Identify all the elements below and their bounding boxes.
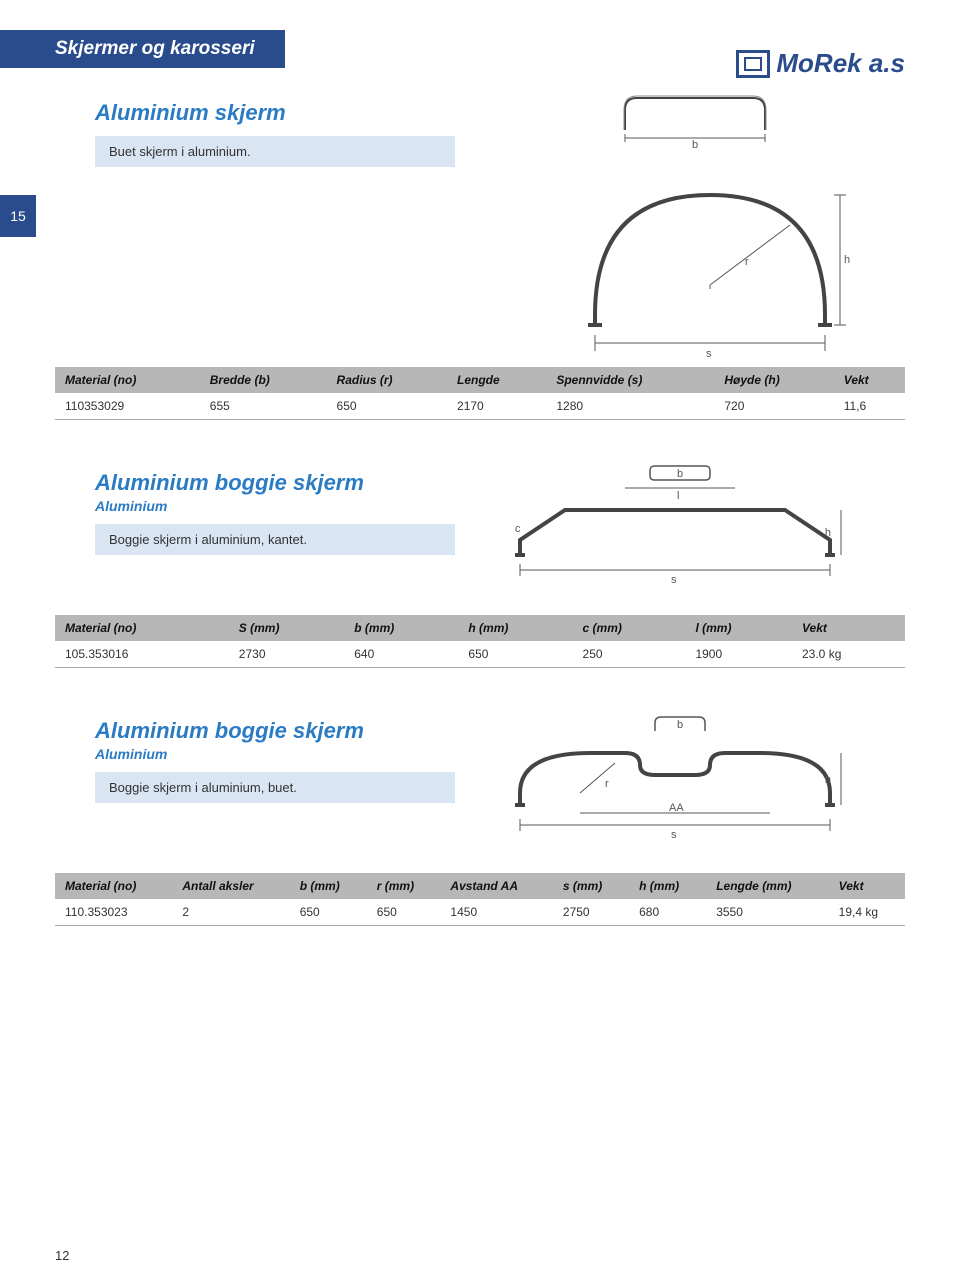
svg-text:r: r	[605, 778, 609, 790]
section2-table: Material (no) S (mm) b (mm) h (mm) c (mm…	[55, 615, 905, 668]
section3-table: Material (no) Antall aksler b (mm) r (mm…	[55, 873, 905, 926]
col-header: h (mm)	[458, 615, 572, 641]
col-header: c (mm)	[573, 615, 686, 641]
col-header: Avstand AA	[440, 873, 552, 899]
svg-text:c: c	[515, 523, 521, 535]
svg-text:h: h	[825, 774, 831, 786]
col-header: Material (no)	[55, 615, 229, 641]
svg-text:b: b	[692, 139, 698, 150]
col-header: Vekt	[792, 615, 905, 641]
col-header: Material (no)	[55, 367, 200, 393]
logo-text: MoRek a.s	[776, 48, 905, 79]
header-band: Skjermer og karosseri	[0, 30, 285, 68]
col-header: l (mm)	[685, 615, 792, 641]
col-header: Lengde	[447, 367, 546, 393]
col-header: s (mm)	[553, 873, 629, 899]
logo-icon	[736, 50, 770, 78]
svg-text:h: h	[844, 254, 850, 266]
svg-text:b: b	[677, 719, 683, 731]
col-header: Bredde (b)	[200, 367, 327, 393]
table-row: 105.353016 2730 640 650 250 1900 23.0 kg	[55, 641, 905, 668]
section1-desc: Buet skjerm i aluminium.	[95, 136, 455, 167]
col-header: S (mm)	[229, 615, 344, 641]
diagram-kantet-boggie: b l s h c	[505, 460, 845, 590]
col-header: Material (no)	[55, 873, 172, 899]
diagram-cross-section: b	[610, 90, 780, 150]
col-header: Lengde (mm)	[706, 873, 828, 899]
col-header: h (mm)	[629, 873, 706, 899]
col-header: Vekt	[829, 873, 905, 899]
col-header: r (mm)	[367, 873, 441, 899]
col-header: Spennvidde (s)	[546, 367, 714, 393]
svg-text:s: s	[671, 574, 677, 586]
table-row: 110.353023 2 650 650 1450 2750 680 3550 …	[55, 899, 905, 926]
col-header: Radius (r)	[327, 367, 447, 393]
section1-title: Aluminium skjerm	[95, 100, 905, 126]
col-header: Høyde (h)	[714, 367, 833, 393]
col-header: b (mm)	[344, 615, 458, 641]
svg-text:AA: AA	[669, 802, 684, 814]
col-header: Vekt	[834, 367, 905, 393]
section2-desc: Boggie skjerm i aluminium, kantet.	[95, 524, 455, 555]
section1-table: Material (no) Bredde (b) Radius (r) Leng…	[55, 367, 905, 420]
col-header: Antall aksler	[172, 873, 289, 899]
table-row: 110353029 655 650 2170 1280 720 11,6	[55, 393, 905, 420]
diagram-arc: r s h	[570, 175, 850, 365]
svg-text:h: h	[825, 527, 831, 539]
logo: MoRek a.s	[736, 48, 905, 79]
svg-text:s: s	[671, 829, 677, 841]
svg-text:r: r	[745, 256, 749, 268]
svg-text:l: l	[677, 490, 679, 502]
section3-desc: Boggie skjerm i aluminium, buet.	[95, 772, 455, 803]
svg-text:s: s	[706, 348, 712, 360]
page-number: 12	[55, 1248, 69, 1263]
page-tab: 15	[0, 195, 36, 237]
col-header: b (mm)	[290, 873, 367, 899]
diagram-buet-boggie: b r AA s h	[505, 713, 845, 843]
svg-text:b: b	[677, 468, 683, 480]
